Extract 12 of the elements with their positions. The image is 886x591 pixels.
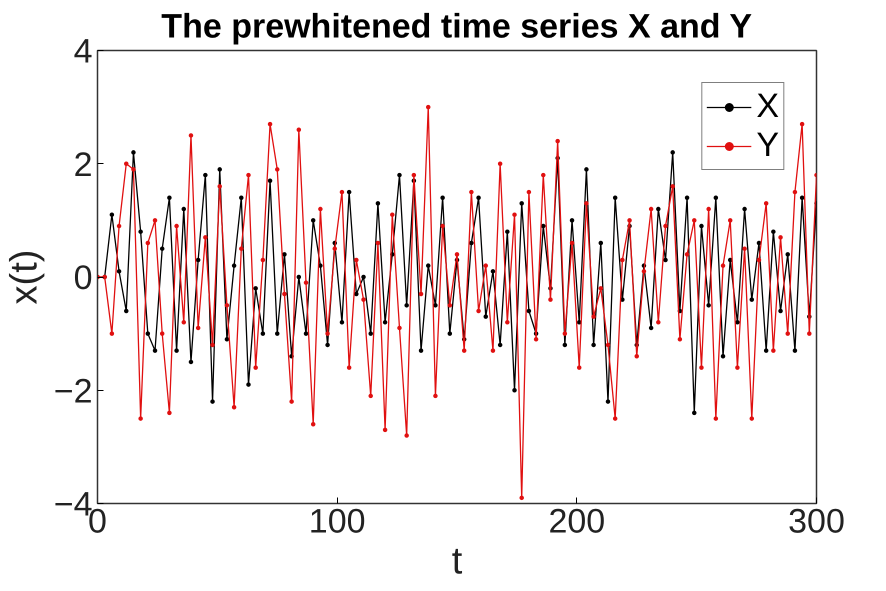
y-tick-label: 0 <box>74 259 93 297</box>
y-tick-label: −2 <box>54 372 92 410</box>
x-tick-label: 300 <box>788 502 845 540</box>
x-tick-label: 200 <box>548 502 606 540</box>
y-axis-title: x(t) <box>4 250 46 304</box>
legend-label: Y <box>756 126 779 165</box>
x-axis-title: t <box>452 540 463 582</box>
x-tick-label: 100 <box>308 502 366 540</box>
chart-title: The prewhitened time series X and Y <box>161 8 752 46</box>
y-tick-label: 2 <box>74 146 93 184</box>
y-tick-label: 4 <box>74 32 93 70</box>
legend-label: X <box>756 87 779 126</box>
